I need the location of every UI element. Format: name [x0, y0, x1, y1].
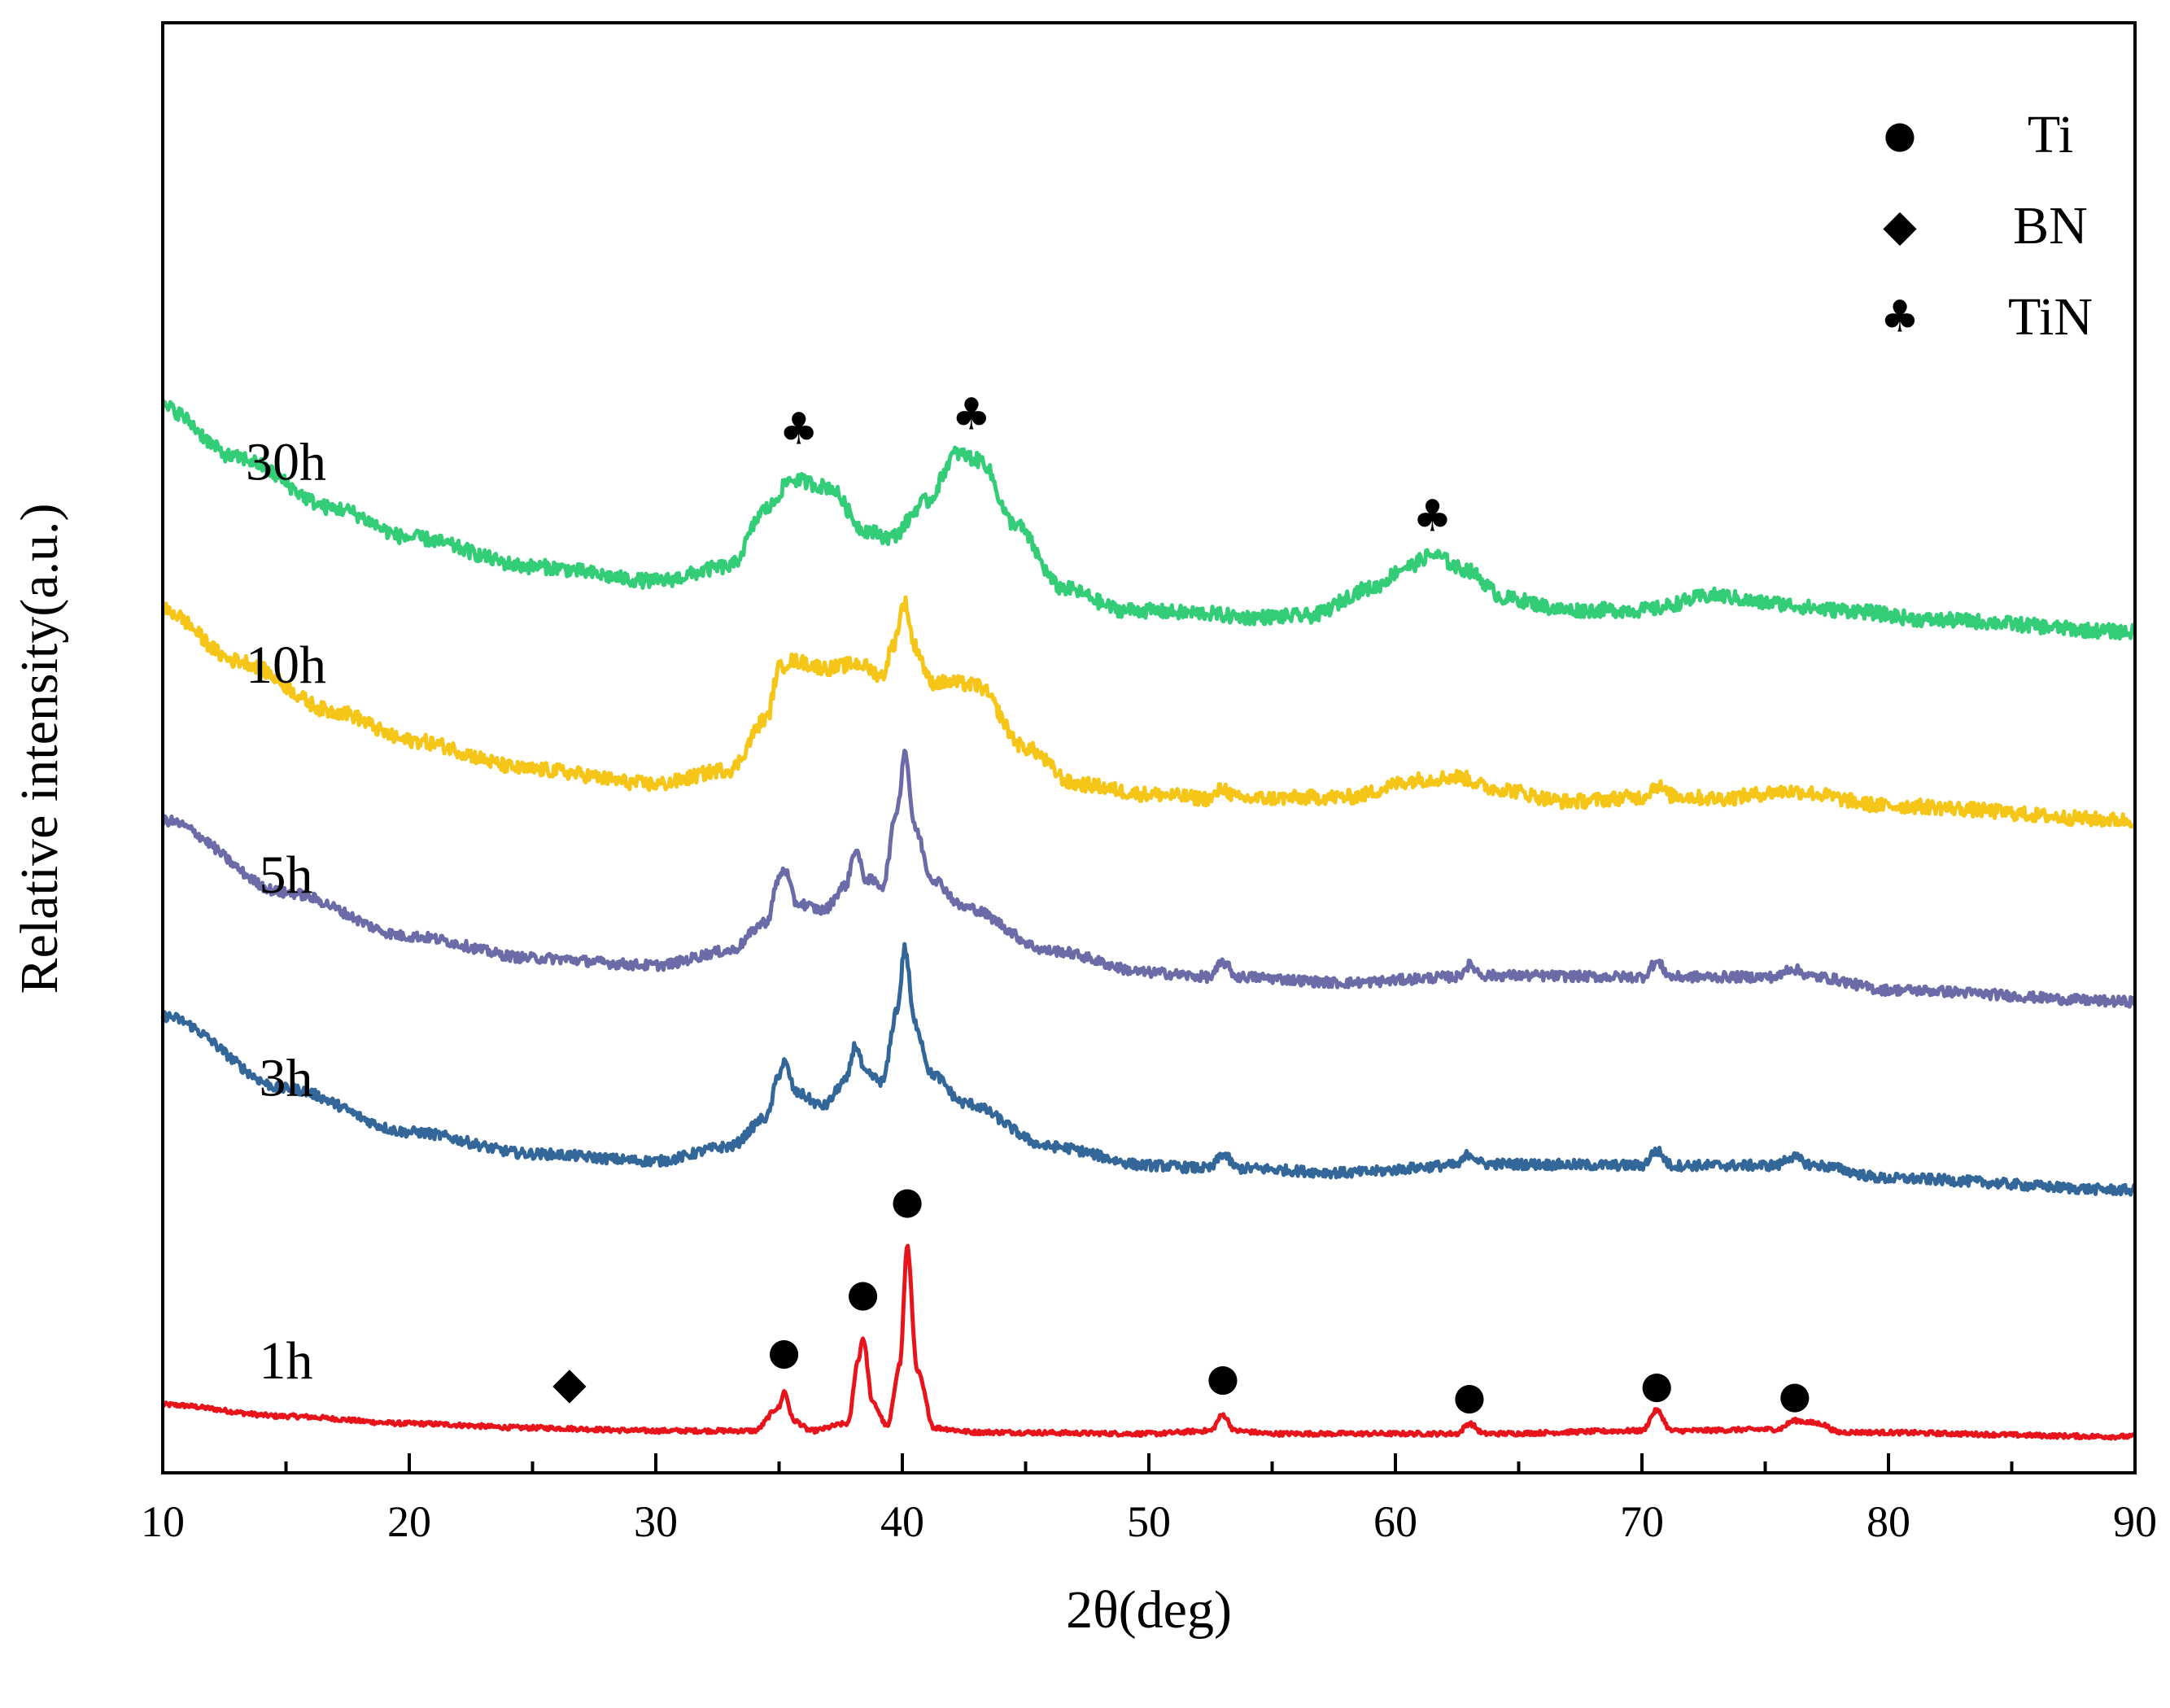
series-line-3h — [160, 941, 2137, 1197]
peak-marker-ti-7: ● — [1779, 1373, 1811, 1417]
curve-label-1h: 1h — [260, 1331, 313, 1391]
curve-label-30h: 30h — [246, 432, 326, 491]
series-line-30h — [160, 399, 2137, 641]
x-tick-label-30: 30 — [634, 1497, 678, 1546]
x-tick-label-10: 10 — [141, 1497, 185, 1546]
legend-label-tin: TiN — [2008, 287, 2093, 347]
x-tick-label-80: 80 — [1867, 1497, 1910, 1546]
x-tick-label-70: 70 — [1620, 1497, 1664, 1546]
legend-label-bn: BN — [2013, 196, 2088, 256]
peak-marker-ti-2: ● — [846, 1271, 879, 1315]
series-line-5h — [160, 749, 2137, 1009]
series-line-10h — [160, 595, 2137, 829]
marker-layer: ◆ ● ● ● ● ● ● ● ♣ ♣ ♣ — [552, 389, 1811, 1418]
legend-symbol-bn: ◆ — [1883, 200, 1917, 251]
peak-marker-tin-8: ♣ — [779, 403, 819, 454]
y-axis-title: Relative intensity(a.u.) — [10, 504, 69, 994]
peak-marker-bn-0: ◆ — [552, 1357, 587, 1409]
series-layer — [160, 399, 2137, 1441]
x-tick-label-90: 90 — [2113, 1497, 2157, 1546]
legend: ● Ti ◆ BN ♣ TiN — [1880, 105, 2093, 347]
x-axis-ticks: 10 20 30 40 50 60 70 80 90 — [141, 1453, 2157, 1546]
peak-marker-ti-5: ● — [1453, 1374, 1486, 1418]
x-axis-title: 2θ(deg) — [1066, 1580, 1232, 1640]
curve-label-layer: 1h 3h 5h 10h 30h — [246, 432, 326, 1391]
peak-marker-tin-10: ♣ — [1412, 490, 1452, 541]
peak-marker-ti-3: ● — [891, 1178, 923, 1222]
peak-marker-ti-4: ● — [1207, 1355, 1239, 1399]
legend-symbol-tin: ♣ — [1880, 291, 1919, 343]
x-tick-label-60: 60 — [1373, 1497, 1417, 1546]
peak-marker-ti-6: ● — [1640, 1362, 1673, 1406]
series-line-1h — [160, 1243, 2137, 1441]
legend-symbol-ti: ● — [1884, 112, 1916, 156]
x-tick-label-40: 40 — [880, 1497, 924, 1546]
curve-label-5h: 5h — [260, 845, 313, 905]
peak-marker-tin-9: ♣ — [952, 389, 991, 440]
curve-label-3h: 3h — [260, 1049, 313, 1108]
curve-label-10h: 10h — [246, 636, 326, 695]
x-tick-label-20: 20 — [387, 1497, 431, 1546]
peak-marker-ti-1: ● — [767, 1329, 800, 1373]
x-tick-label-50: 50 — [1127, 1497, 1171, 1546]
legend-label-ti: Ti — [2028, 105, 2073, 164]
